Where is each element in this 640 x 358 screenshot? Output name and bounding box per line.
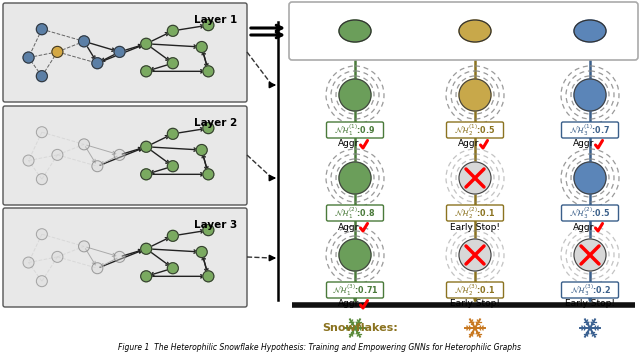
Circle shape: [339, 162, 371, 194]
Text: $\mathcal{N}\mathcal{H}_{2}^{(3)}$:0.1: $\mathcal{N}\mathcal{H}_{2}^{(3)}$:0.1: [454, 282, 496, 298]
FancyBboxPatch shape: [3, 106, 247, 205]
Text: Layer 2: Layer 2: [194, 118, 237, 128]
Circle shape: [574, 79, 606, 111]
Text: Early Stop!: Early Stop!: [565, 300, 615, 309]
Circle shape: [574, 162, 606, 194]
Text: Aggr: Aggr: [573, 140, 595, 149]
Circle shape: [196, 247, 207, 257]
Ellipse shape: [339, 20, 371, 42]
Circle shape: [79, 139, 90, 150]
Circle shape: [92, 58, 103, 69]
Text: $\mathcal{N}\mathcal{H}_{1}^{(2)}$:0.8: $\mathcal{N}\mathcal{H}_{1}^{(2)}$:0.8: [334, 205, 376, 221]
FancyBboxPatch shape: [326, 282, 383, 298]
Circle shape: [167, 25, 179, 36]
Circle shape: [203, 66, 214, 77]
Circle shape: [459, 162, 491, 194]
Circle shape: [203, 225, 214, 236]
FancyBboxPatch shape: [447, 282, 504, 298]
Circle shape: [141, 271, 152, 282]
FancyBboxPatch shape: [326, 122, 383, 138]
FancyBboxPatch shape: [561, 205, 618, 221]
Circle shape: [23, 155, 34, 166]
Circle shape: [36, 229, 47, 240]
Circle shape: [574, 239, 606, 271]
Circle shape: [23, 52, 34, 63]
Circle shape: [52, 149, 63, 160]
Circle shape: [36, 174, 47, 185]
Circle shape: [203, 123, 214, 134]
FancyBboxPatch shape: [3, 208, 247, 307]
Circle shape: [141, 243, 152, 254]
Circle shape: [36, 24, 47, 35]
Circle shape: [167, 230, 179, 241]
FancyBboxPatch shape: [3, 3, 247, 102]
Circle shape: [196, 42, 207, 53]
Circle shape: [459, 79, 491, 111]
Text: Figure 1  The Heterophilic Snowflake Hypothesis: Training and Empowering GNNs fo: Figure 1 The Heterophilic Snowflake Hypo…: [118, 343, 522, 352]
Text: Layer 3: Layer 3: [194, 220, 237, 230]
Ellipse shape: [459, 20, 491, 42]
Text: $\mathcal{N}\mathcal{H}_{3}^{(1)}$:0.7: $\mathcal{N}\mathcal{H}_{3}^{(1)}$:0.7: [570, 122, 611, 138]
Text: Aggr: Aggr: [573, 223, 595, 232]
Text: $\mathcal{N}\mathcal{H}_{3}^{(2)}$:0.5: $\mathcal{N}\mathcal{H}_{3}^{(2)}$:0.5: [570, 205, 611, 221]
FancyBboxPatch shape: [326, 205, 383, 221]
FancyBboxPatch shape: [561, 122, 618, 138]
FancyBboxPatch shape: [447, 122, 504, 138]
Circle shape: [203, 271, 214, 282]
Circle shape: [203, 20, 214, 31]
Circle shape: [339, 79, 371, 111]
Circle shape: [141, 38, 152, 49]
Circle shape: [167, 58, 179, 69]
Circle shape: [167, 263, 179, 274]
Circle shape: [203, 169, 214, 180]
Circle shape: [92, 161, 103, 172]
Circle shape: [52, 251, 63, 262]
Circle shape: [459, 239, 491, 271]
Circle shape: [79, 241, 90, 252]
Circle shape: [114, 149, 125, 160]
Circle shape: [167, 161, 179, 172]
Circle shape: [141, 66, 152, 77]
Circle shape: [141, 141, 152, 152]
FancyBboxPatch shape: [561, 282, 618, 298]
Text: Aggr: Aggr: [339, 300, 360, 309]
Text: $\mathcal{N}\mathcal{H}_{3}^{(3)}$:0.2: $\mathcal{N}\mathcal{H}_{3}^{(3)}$:0.2: [570, 282, 611, 298]
Circle shape: [114, 47, 125, 57]
Circle shape: [36, 71, 47, 82]
Circle shape: [92, 263, 103, 274]
Text: $\mathcal{N}\mathcal{H}_{2}^{(2)}$:0.1: $\mathcal{N}\mathcal{H}_{2}^{(2)}$:0.1: [454, 205, 496, 221]
Circle shape: [23, 257, 34, 268]
Text: $\mathcal{N}\mathcal{H}_{1}^{(1)}$:0.9: $\mathcal{N}\mathcal{H}_{1}^{(1)}$:0.9: [334, 122, 376, 138]
Circle shape: [339, 239, 371, 271]
Text: Aggr: Aggr: [339, 140, 360, 149]
Circle shape: [36, 276, 47, 287]
Circle shape: [114, 251, 125, 262]
Text: Layer 1: Layer 1: [194, 15, 237, 25]
Circle shape: [52, 47, 63, 57]
Text: Snowflakes:: Snowflakes:: [322, 323, 397, 333]
Text: Early Stop!: Early Stop!: [450, 223, 500, 232]
Text: Early Stop!: Early Stop!: [450, 300, 500, 309]
FancyBboxPatch shape: [289, 2, 638, 60]
Ellipse shape: [574, 20, 606, 42]
Circle shape: [36, 127, 47, 138]
Text: $\mathcal{N}\mathcal{H}_{1}^{(3)}$:0.71: $\mathcal{N}\mathcal{H}_{1}^{(3)}$:0.71: [332, 282, 378, 298]
Text: Aggr: Aggr: [339, 223, 360, 232]
Circle shape: [196, 145, 207, 155]
Circle shape: [167, 128, 179, 139]
Text: $\mathcal{N}\mathcal{H}_{2}^{(1)}$:0.5: $\mathcal{N}\mathcal{H}_{2}^{(1)}$:0.5: [454, 122, 496, 138]
Circle shape: [79, 36, 90, 47]
Circle shape: [141, 169, 152, 180]
FancyBboxPatch shape: [447, 205, 504, 221]
Text: Aggr: Aggr: [458, 140, 480, 149]
